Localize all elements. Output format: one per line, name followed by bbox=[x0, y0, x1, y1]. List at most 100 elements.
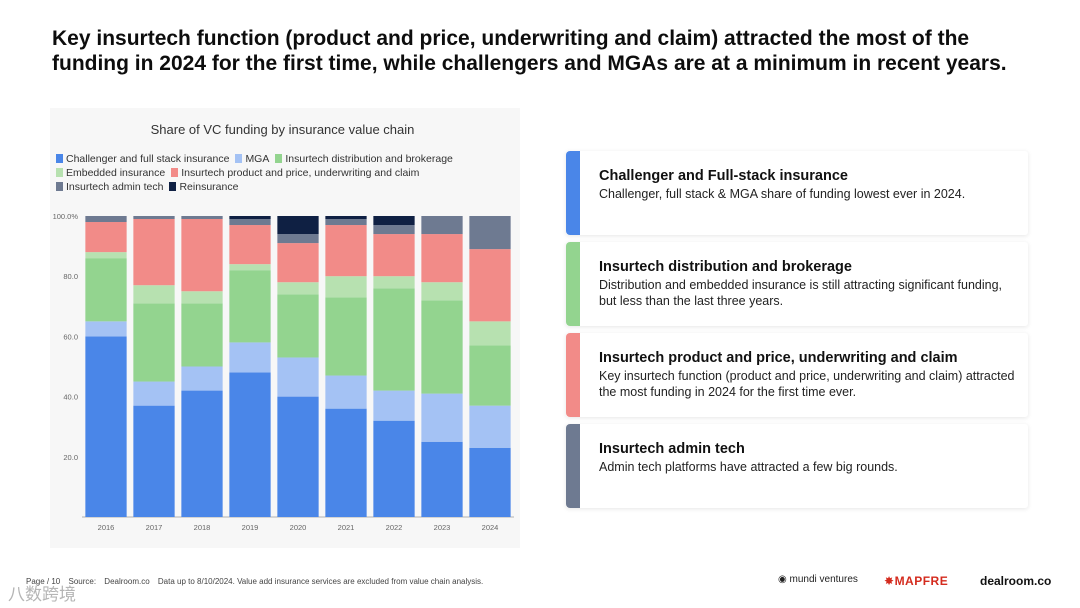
legend-swatch bbox=[56, 182, 63, 191]
legend-label: Reinsurance bbox=[179, 181, 239, 193]
y-tick-label: 40.0 bbox=[63, 393, 78, 402]
legend-swatch bbox=[275, 154, 283, 163]
bar-segment bbox=[421, 441, 463, 517]
bar-segment bbox=[373, 216, 415, 226]
bar-segment bbox=[85, 216, 127, 223]
x-tick-label: 2019 bbox=[242, 523, 259, 532]
x-tick-label: 2020 bbox=[290, 523, 307, 532]
legend-swatch bbox=[169, 182, 177, 191]
legend-label: Insurtech admin tech bbox=[66, 181, 164, 193]
bar-segment bbox=[181, 390, 223, 517]
bar-segment bbox=[181, 291, 223, 304]
watermark: 八数跨境 bbox=[8, 585, 76, 604]
stacked-bar-chart: 20.0 40.0 60.0 80.0 100.0% 2016 2017 2018 2019 20… bbox=[53, 212, 514, 532]
bar-segment bbox=[85, 336, 127, 517]
bar-segment bbox=[373, 390, 415, 421]
bar-segment bbox=[469, 249, 511, 322]
bar-segment bbox=[133, 381, 175, 406]
mapfre-logo: ✸MAPFRE bbox=[884, 574, 949, 588]
legend-item: Embedded insurance bbox=[56, 166, 165, 180]
legend-item: MGA bbox=[235, 152, 269, 166]
bar-segment bbox=[277, 243, 319, 283]
globe-icon: ◉ bbox=[778, 574, 787, 585]
x-tick-label: 2018 bbox=[194, 523, 211, 532]
source-label: Source: bbox=[68, 577, 97, 586]
bar-segment bbox=[421, 216, 463, 235]
footer: Page / 10 Source: Dealroom.co Data up to… bbox=[26, 577, 489, 586]
bar-segment bbox=[181, 303, 223, 367]
legend-label: Insurtech distribution and brokerage bbox=[285, 153, 453, 165]
bar-segment bbox=[373, 276, 415, 289]
bar-segment bbox=[277, 294, 319, 358]
bar-segment bbox=[421, 282, 463, 301]
card-title: Challenger and Full-stack insurance bbox=[599, 168, 848, 184]
card-title: Insurtech admin tech bbox=[599, 441, 745, 457]
x-tick-label: 2016 bbox=[98, 523, 115, 532]
bar-segment bbox=[469, 321, 511, 346]
bar-segment bbox=[85, 252, 127, 259]
bar-segment bbox=[325, 375, 367, 409]
bar-segment bbox=[229, 372, 271, 517]
bar-segment bbox=[85, 222, 127, 253]
bar-segment bbox=[277, 282, 319, 295]
headline: Key insurtech function (product and pric… bbox=[52, 27, 1007, 75]
bar-segment bbox=[229, 219, 271, 226]
card-text: Distribution and embedded insurance is s… bbox=[599, 278, 1003, 308]
insight-card: Insurtech product and price, underwritin… bbox=[566, 333, 1028, 417]
legend-item: Insurtech distribution and brokerage bbox=[275, 152, 453, 166]
card-title: Insurtech distribution and brokerage bbox=[599, 259, 852, 275]
card-text: Admin tech platforms have attracted a fe… bbox=[599, 460, 898, 474]
bar-segment bbox=[373, 288, 415, 391]
x-tick-label: 2023 bbox=[434, 523, 451, 532]
bar-segment bbox=[373, 420, 415, 517]
legend-label: Challenger and full stack insurance bbox=[66, 153, 230, 165]
bar-segment bbox=[133, 303, 175, 382]
insight-card: Challenger and Full-stack insurance Chall… bbox=[566, 151, 1028, 235]
bar-segment bbox=[229, 225, 271, 265]
legend-swatch bbox=[56, 168, 63, 177]
bar-segment bbox=[421, 234, 463, 283]
bar-segment bbox=[325, 408, 367, 517]
bar-segment bbox=[421, 393, 463, 442]
legend-label: Embedded insurance bbox=[66, 167, 166, 179]
x-tick-label: 2021 bbox=[338, 523, 355, 532]
page-number: Page / 10 bbox=[26, 577, 61, 586]
bar-segment bbox=[277, 234, 319, 244]
bar-segment bbox=[277, 357, 319, 397]
y-tick-label: 80.0 bbox=[63, 272, 78, 281]
x-tick-label: 2022 bbox=[386, 523, 403, 532]
dealroom-logo: dealroom.co bbox=[980, 574, 1052, 588]
bar-segment bbox=[133, 405, 175, 517]
bar-segment bbox=[229, 264, 271, 271]
bar-segment bbox=[325, 216, 367, 220]
bar-segment bbox=[229, 342, 271, 373]
legend-item: Challenger and full stack insurance bbox=[56, 152, 229, 166]
card-title: Insurtech product and price, underwritin… bbox=[599, 350, 958, 366]
x-tick-label: 2017 bbox=[146, 523, 163, 532]
card-accent-bar bbox=[566, 333, 580, 417]
mundi-ventures-logo: ◉ mundi ventures bbox=[778, 574, 858, 585]
bar-segment bbox=[469, 447, 511, 517]
x-tick-label: 2024 bbox=[482, 523, 499, 532]
card-accent-bar bbox=[566, 424, 580, 508]
bar-segment bbox=[229, 216, 271, 220]
bar-segment bbox=[373, 225, 415, 235]
insight-card: Insurtech admin tech Admin tech platforms… bbox=[566, 424, 1028, 508]
bar-segment bbox=[373, 234, 415, 277]
legend-swatch bbox=[235, 154, 243, 163]
source-note: Data up to 8/10/2024. Value add insuranc… bbox=[157, 577, 484, 586]
legend-swatch bbox=[56, 154, 63, 163]
bar-segment bbox=[421, 300, 463, 394]
bar-segment bbox=[85, 258, 127, 322]
card-accent-bar bbox=[566, 151, 580, 235]
bar-segment bbox=[325, 225, 367, 277]
chart-legend: Challenger and full stack insurance MGA In… bbox=[56, 152, 516, 194]
legend-swatch bbox=[171, 168, 179, 177]
bar-segment bbox=[133, 285, 175, 304]
legend-item: Insurtech admin tech bbox=[56, 180, 163, 194]
source-name: Dealroom.co bbox=[104, 577, 150, 586]
y-tick-label: 100.0% bbox=[53, 212, 79, 221]
card-text: Challenger, full stack & MGA share of fu… bbox=[599, 187, 966, 201]
bar-segment bbox=[277, 396, 319, 517]
legend-label: Insurtech product and price, underwritin… bbox=[181, 167, 420, 179]
